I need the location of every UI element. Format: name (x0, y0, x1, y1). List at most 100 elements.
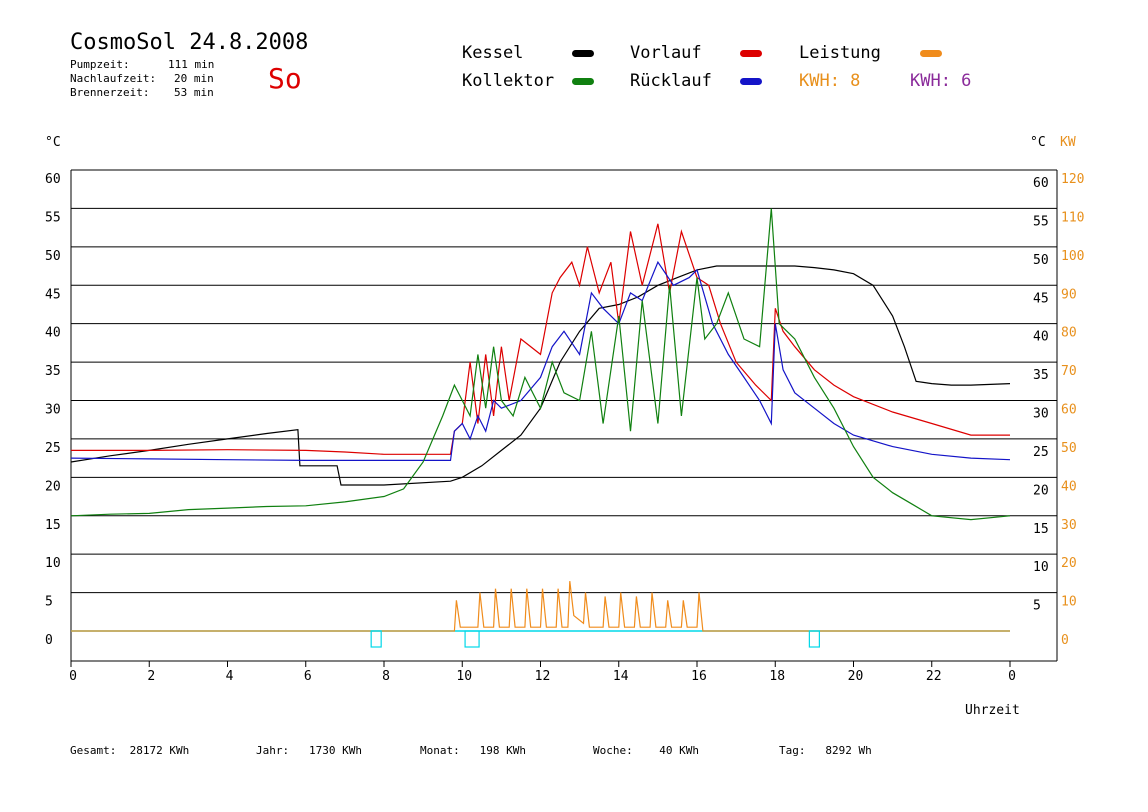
legend-kwh-orange: KWH: 8 (799, 71, 861, 91)
footer-label: Monat: (420, 744, 460, 757)
footer-value: 198 KWh (479, 744, 526, 757)
footer-value: 1730 KWh (309, 744, 362, 757)
legend-kessel-label: Kessel (462, 43, 524, 63)
y-tick-label-right: 10 (1033, 560, 1049, 575)
y-tick-label-kw: 40 (1061, 479, 1077, 494)
y-tick-label-kw: 70 (1061, 364, 1077, 379)
legend-kwh-purple: KWH: 6 (910, 71, 972, 91)
baseline-marker (464, 630, 480, 648)
y-tick-label-left: 15 (45, 518, 61, 533)
stat-value: 53 min (174, 86, 214, 99)
y-tick-label-kw: 50 (1061, 441, 1077, 456)
footer-value: 40 KWh (659, 744, 699, 757)
x-tick-label: 16 (691, 669, 707, 684)
legend-ruecklauf-label: Rücklauf (630, 71, 712, 91)
y-tick-label-kw: 110 (1061, 210, 1084, 225)
legend-vorlauf-swatch (740, 50, 762, 57)
x-tick-label: 0 (69, 669, 77, 684)
footer-woche: Woche: 40 KWh (593, 744, 699, 757)
legend-ruecklauf-swatch (740, 78, 762, 85)
y-tick-label-kw: 90 (1061, 287, 1077, 302)
y-axis-unit-kw: KW (1060, 135, 1076, 150)
footer-jahr: Jahr: 1730 KWh (256, 744, 362, 757)
y-tick-label-left: 5 (45, 595, 53, 610)
footer-tag: Tag: 8292 Wh (779, 744, 872, 757)
y-tick-label-left: 55 (45, 210, 61, 225)
x-tick-label: 4 (226, 669, 234, 684)
footer-label: Tag: (779, 744, 806, 757)
y-tick-label-right: 30 (1033, 407, 1049, 422)
y-tick-label-left: 50 (45, 249, 61, 264)
stat-label: Brennerzeit: (70, 86, 150, 99)
y-tick-label-right: 25 (1033, 445, 1049, 460)
footer-label: Jahr: (256, 744, 290, 757)
stat-value: 20 min (174, 72, 214, 85)
footer-monat: Monat: 198 KWh (420, 744, 526, 757)
y-tick-label-right: 60 (1033, 176, 1049, 191)
y-tick-label-kw: 10 (1061, 595, 1077, 610)
x-tick-label: 8 (382, 669, 390, 684)
footer-label: Woche: (593, 744, 633, 757)
y-tick-label-kw: 30 (1061, 518, 1077, 533)
y-tick-label-right: 40 (1033, 330, 1049, 345)
y-tick-label-kw: 0 (1061, 633, 1069, 648)
chart-title: CosmoSol 24.8.2008 (70, 30, 309, 55)
x-tick-label: 22 (926, 669, 942, 684)
y-tick-label-left: 60 (45, 172, 61, 187)
legend-kollektor-swatch (572, 78, 594, 85)
stat-value: 111 min (168, 58, 215, 71)
y-tick-label-left: 10 (45, 556, 61, 571)
legend-kollektor-label: Kollektor (462, 71, 555, 91)
legend-leistung-swatch (920, 50, 942, 57)
y-tick-label-right: 20 (1033, 483, 1049, 498)
y-tick-label-kw: 100 (1061, 249, 1084, 264)
x-axis-title: Uhrzeit (965, 703, 1020, 718)
y-tick-label-kw: 20 (1061, 556, 1077, 571)
x-tick-label: 2 (147, 669, 155, 684)
series-line-rücklauf (70, 260, 1011, 461)
stat-label: Pumpzeit: (70, 58, 130, 71)
footer-label: Gesamt: (70, 744, 117, 757)
y-tick-label-kw: 120 (1061, 172, 1084, 187)
y-axis-unit-left: °C (45, 135, 61, 150)
series-line-kessel (70, 265, 1011, 486)
footer-gesamt: Gesamt: 28172 KWh (70, 744, 189, 757)
x-tick-label: 0 (1008, 669, 1016, 684)
series-line-kollektor (70, 208, 1011, 521)
x-tick-label: 10 (456, 669, 472, 684)
legend-kessel-swatch (572, 50, 594, 57)
x-tick-label: 18 (769, 669, 785, 684)
legend-vorlauf-label: Vorlauf (630, 43, 702, 63)
y-tick-label-left: 40 (45, 326, 61, 341)
y-tick-label-right: 35 (1033, 368, 1049, 383)
y-tick-label-left: 30 (45, 403, 61, 418)
legend-leistung-label: Leistung (799, 43, 881, 63)
y-tick-label-kw: 80 (1061, 326, 1077, 341)
y-tick-label-left: 20 (45, 479, 61, 494)
y-tick-label-right: 5 (1033, 599, 1041, 614)
stat-brennerzeit: Brennerzeit: 53 min (70, 86, 214, 99)
y-tick-label-kw: 60 (1061, 403, 1077, 418)
y-tick-label-left: 45 (45, 287, 61, 302)
y-axis-unit-right: °C (1030, 135, 1046, 150)
series-line-vorlauf (71, 223, 1010, 455)
stat-pumpzeit: Pumpzeit: 111 min (70, 58, 214, 71)
footer-value: 8292 Wh (825, 744, 872, 757)
weekday-label: So (268, 62, 302, 95)
y-tick-label-left: 0 (45, 633, 53, 648)
x-tick-label: 14 (613, 669, 629, 684)
x-tick-label: 20 (848, 669, 864, 684)
x-tick-label: 12 (535, 669, 551, 684)
y-tick-label-right: 15 (1033, 522, 1049, 537)
y-tick-label-left: 25 (45, 441, 61, 456)
y-tick-label-left: 35 (45, 364, 61, 379)
y-tick-label-right: 55 (1033, 214, 1049, 229)
stat-nachlaufzeit: Nachlaufzeit: 20 min (70, 72, 214, 85)
baseline-marker (808, 630, 820, 648)
series-line-leistung (71, 581, 1010, 632)
footer-value: 28172 KWh (129, 744, 190, 757)
y-tick-label-right: 45 (1033, 291, 1049, 306)
y-tick-label-right: 50 (1033, 253, 1049, 268)
stat-label: Nachlaufzeit: (70, 72, 157, 85)
